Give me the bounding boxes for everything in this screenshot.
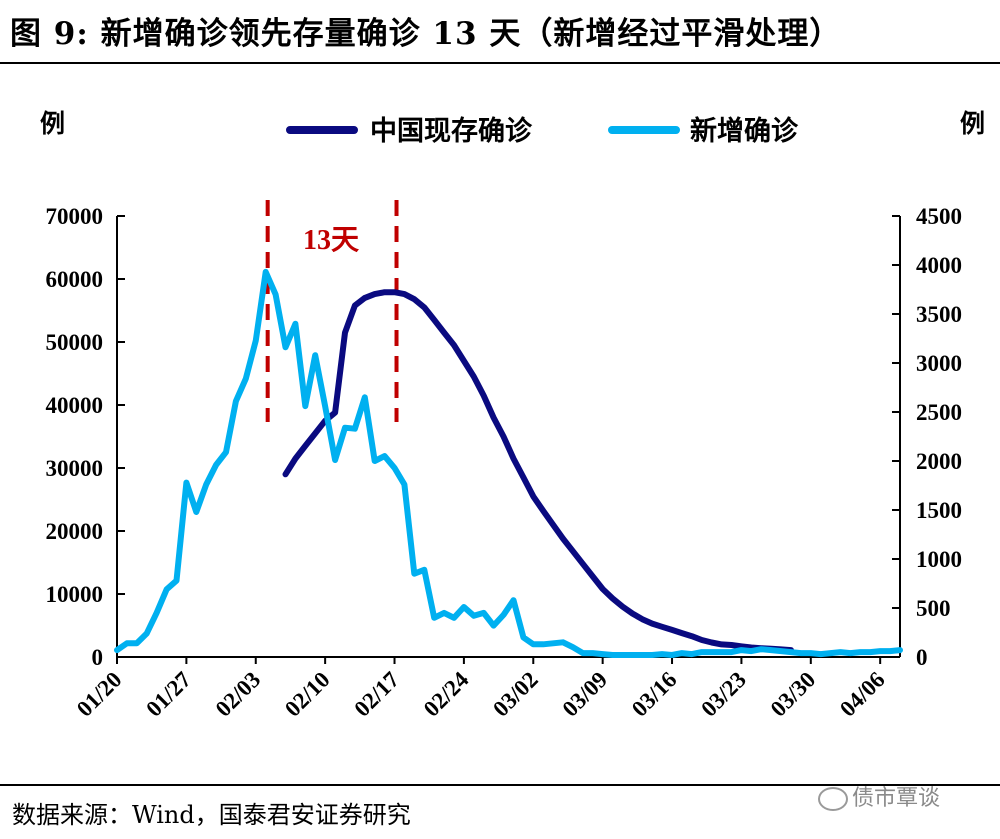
x-tick-label: 02/24: [419, 667, 474, 722]
left-tick-label: 30000: [46, 456, 104, 481]
right-tick-label: 0: [916, 645, 928, 670]
left-tick-label: 40000: [46, 393, 104, 418]
right-tick-label: 4500: [916, 204, 962, 229]
source-note: 数据来源：Wind，国泰君安证券研究: [12, 801, 411, 829]
series-layer: [114, 268, 903, 658]
x-tick-label: 02/10: [280, 667, 335, 722]
annotations: 13天: [265, 200, 399, 422]
left-tick-label: 10000: [46, 582, 104, 607]
left-tick-label: 60000: [46, 267, 104, 292]
right-tick-label: 3000: [916, 351, 962, 376]
right-tick-label: 3500: [916, 302, 962, 327]
source-rule: [0, 784, 1000, 786]
x-tick-label: 03/09: [557, 667, 612, 722]
legend: 中国现存确诊 新增确诊: [286, 115, 799, 146]
right-tick-label: 2500: [916, 400, 962, 425]
lead-annotation-label: 13天: [303, 225, 359, 256]
left-tick-label: 20000: [46, 519, 104, 544]
right-tick-label: 2000: [916, 449, 962, 474]
axes: 0 10000 20000 30000 40000 50000 60000 70000 0 500…: [40, 110, 985, 722]
series-line-new: [114, 268, 903, 658]
right-tick-label: 1500: [916, 498, 962, 523]
x-tick-label: 04/06: [835, 667, 890, 722]
figure-title: 图 9: 新增确诊领先存量确诊 13 天（新增经过平滑处理）: [10, 16, 842, 52]
left-tick-label: 0: [92, 645, 104, 670]
x-tick-label: 02/03: [211, 667, 266, 722]
x-tick-label: 03/16: [627, 667, 682, 722]
left-tick-label: 70000: [46, 204, 104, 229]
watermark: 债市覃谈: [818, 780, 940, 812]
legend-label: 中国现存确诊: [370, 115, 533, 146]
chat-icon: [818, 787, 848, 811]
x-tick-label: 02/17: [349, 667, 404, 722]
title-rule: [0, 62, 1000, 64]
legend-label: 新增确诊: [690, 115, 799, 146]
right-tick-label: 4000: [916, 253, 962, 278]
x-tick-label: 01/20: [72, 667, 127, 722]
series-line-existing: [282, 289, 794, 654]
x-tick-label: 03/30: [766, 667, 821, 722]
right-axis-unit: 例: [960, 110, 985, 138]
right-tick-label: 500: [916, 596, 951, 621]
left-axis-unit: 例: [40, 110, 65, 138]
watermark-label: 债市覃谈: [852, 786, 941, 811]
right-tick-label: 1000: [916, 547, 962, 572]
x-tick-label: 03/02: [488, 667, 543, 722]
x-tick-label: 01/27: [141, 667, 196, 722]
left-tick-label: 50000: [46, 330, 104, 355]
x-tick-label: 03/23: [696, 667, 751, 722]
